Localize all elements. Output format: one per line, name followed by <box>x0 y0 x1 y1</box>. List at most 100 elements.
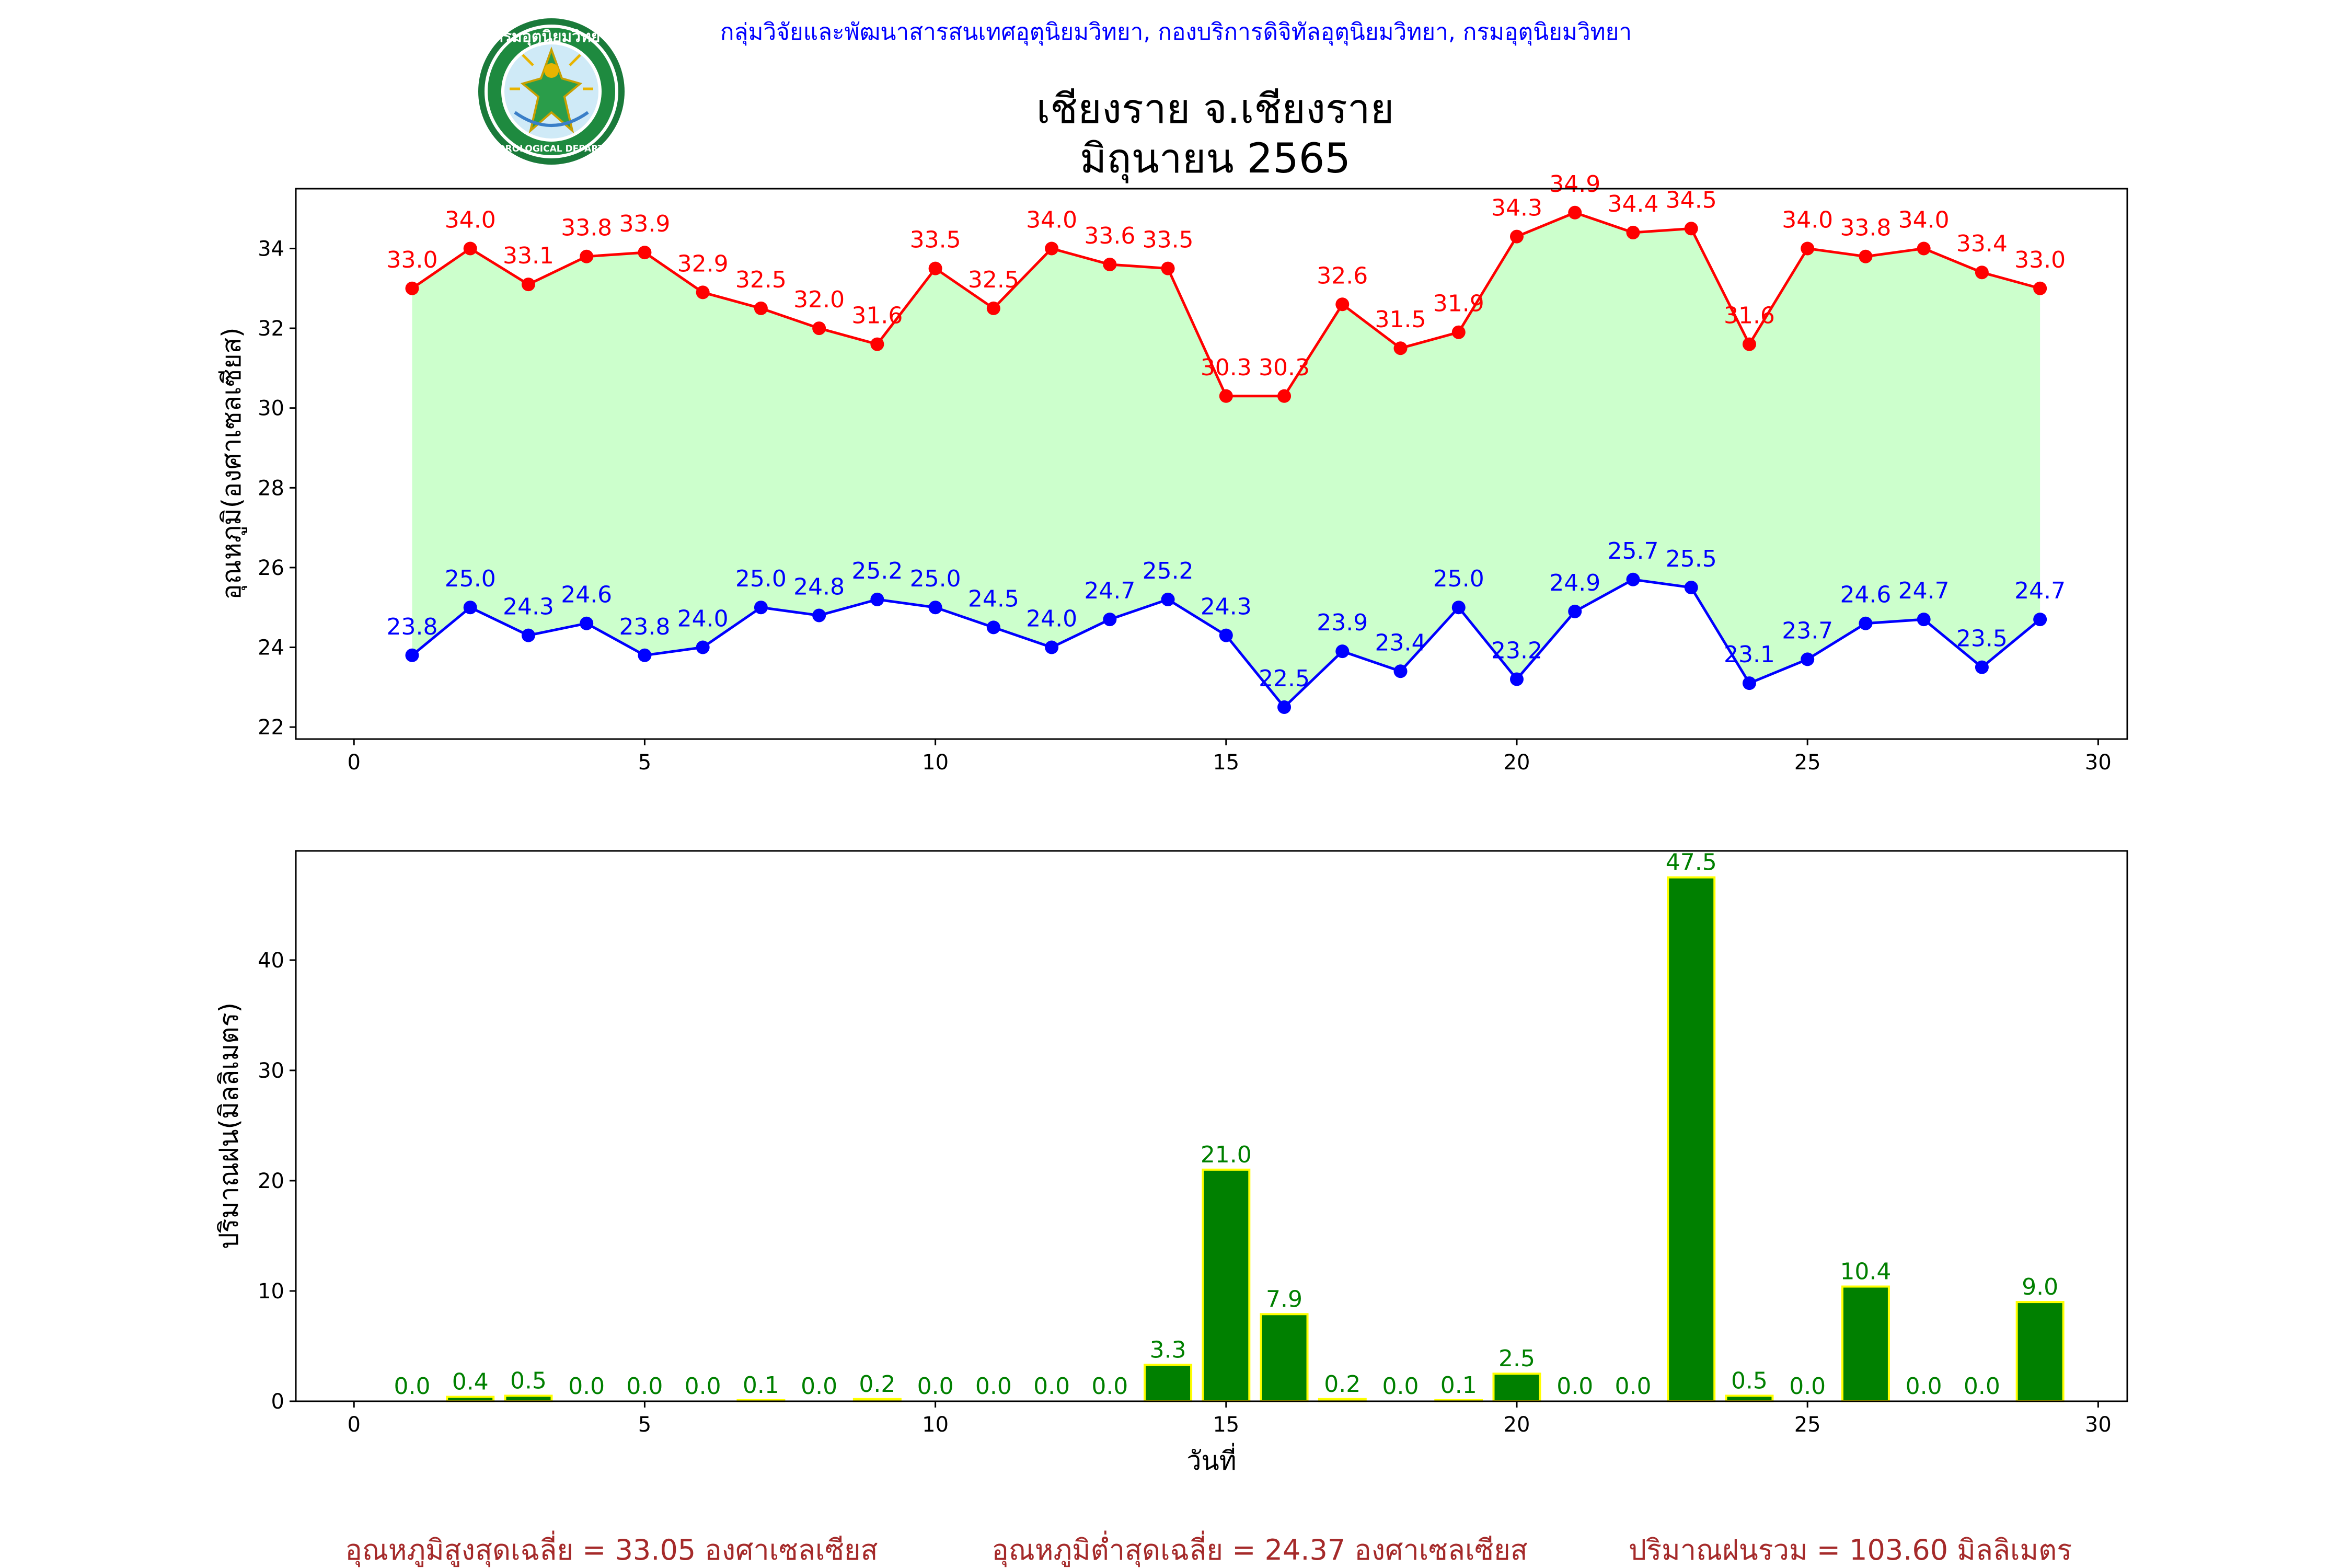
rainfall-value-label: 0.0 <box>685 1373 721 1400</box>
min-temperature-point <box>1626 572 1640 586</box>
max-temperature-point <box>1975 266 1989 280</box>
min-temperature-value-label: 24.3 <box>503 594 554 620</box>
min-temperature-value-label: 25.5 <box>1666 546 1717 572</box>
min-temperature-point <box>521 628 535 642</box>
min-temperature-value-label: 22.5 <box>1259 665 1310 692</box>
max-temperature-value-label: 33.8 <box>1840 215 1891 241</box>
max-temperature-value-label: 33.5 <box>1143 227 1194 253</box>
rainfall-value-label: 0.0 <box>1033 1373 1070 1400</box>
temperature-y-axis: 22 24 26 28 30 32 34 <box>258 237 296 740</box>
rainfall-bar <box>1667 876 1716 1402</box>
max-temperature-value-label: 34.5 <box>1666 187 1717 213</box>
max-temperature-value-label: 33.4 <box>1956 230 2008 257</box>
y-tick-label: 24 <box>258 636 284 660</box>
rainfall-value-label: 0.0 <box>1615 1373 1651 1400</box>
rainfall-bar <box>1202 1168 1251 1403</box>
max-temperature-value-label: 34.0 <box>1898 206 1950 233</box>
min-temperature-point <box>463 601 477 615</box>
y-tick-label: 10 <box>258 1279 284 1304</box>
min-temperature-point <box>1975 660 1989 674</box>
max-temperature-value-label: 34.0 <box>1782 206 1833 233</box>
min-temperature-point <box>1335 644 1350 659</box>
max-temperature-point <box>1451 325 1466 339</box>
min-temperature-point <box>1917 613 1931 627</box>
rainfall-value-label: 0.2 <box>1324 1371 1361 1398</box>
rainfall-value-label: 0.0 <box>1906 1373 1942 1400</box>
min-temperature-point <box>638 648 652 662</box>
y-tick-label: 0 <box>271 1390 284 1414</box>
y-tick-label: 34 <box>258 237 284 261</box>
min-temperature-series: 23.825.024.3 24.623.8 24.025.0 24.825.2 25.0… <box>386 538 2066 714</box>
max-temperature-value-label: 31.6 <box>851 303 903 329</box>
rainfall-value-label: 3.3 <box>1150 1336 1186 1363</box>
logo-thai-text: กรมอุตุนิยมวิทยา <box>494 28 609 47</box>
x-tick-label: 30 <box>2085 751 2112 775</box>
rainfall-value-label: 0.0 <box>1557 1373 1593 1400</box>
max-temperature-value-label: 31.6 <box>1724 303 1775 329</box>
max-temperature-value-label: 31.9 <box>1433 291 1484 317</box>
min-temperature-point <box>1742 676 1756 690</box>
rainfall-value-label: 0.0 <box>1382 1373 1419 1400</box>
rainfall-bar <box>1492 1373 1541 1402</box>
max-temperature-point <box>696 285 710 299</box>
min-temperature-value-label: 24.0 <box>1026 606 1077 632</box>
y-tick-label: 28 <box>258 476 284 500</box>
max-temperature-value-label: 33.5 <box>910 227 961 253</box>
max-temperature-point <box>754 301 768 315</box>
summary-rain-total: ปริมาณฝนรวม = 103.60 มิลลิเมตร <box>1629 1534 2072 1566</box>
max-temperature-point <box>1859 249 1873 263</box>
max-temperature-point <box>1335 297 1350 312</box>
max-temperature-point <box>870 337 884 351</box>
max-temperature-value-label: 32.9 <box>677 250 729 277</box>
chart-title-line1: เชียงราย จ.เชียงราย <box>1036 86 1394 133</box>
min-temperature-point <box>870 592 884 606</box>
x-tick-label: 10 <box>922 1413 949 1437</box>
max-temperature-point <box>1742 337 1756 351</box>
y-tick-label: 20 <box>258 1169 284 1193</box>
rainfall-value-label: 0.0 <box>1789 1373 1826 1400</box>
rainfall-plot-frame <box>295 850 2128 1402</box>
rainfall-value-label: 0.0 <box>975 1373 1012 1400</box>
rainfall-value-label: 0.1 <box>743 1372 779 1399</box>
max-temperature-point <box>1393 341 1408 355</box>
rainfall-value-label: 0.0 <box>1091 1373 1128 1400</box>
max-temperature-point <box>812 321 826 336</box>
min-temperature-point <box>1451 601 1466 615</box>
max-temperature-point <box>1626 225 1640 239</box>
max-temperature-value-label: 30.3 <box>1201 354 1252 381</box>
y-tick-label: 30 <box>258 1059 284 1083</box>
min-temperature-value-label: 23.1 <box>1724 641 1775 668</box>
temperature-range-fill <box>412 212 2040 707</box>
logo-english-text: METEOROLOGICAL DEPARTMENT <box>470 144 632 154</box>
y-tick-label: 40 <box>258 949 284 973</box>
max-temperature-point <box>1219 389 1233 403</box>
min-temperature-value-label: 23.8 <box>619 614 670 640</box>
rainfall-value-label: 0.0 <box>801 1373 837 1400</box>
max-temperature-point <box>463 241 477 256</box>
min-temperature-point <box>1510 672 1524 686</box>
rainfall-value-label: 21.0 <box>1201 1142 1252 1168</box>
rainfall-value-label: 0.1 <box>1440 1372 1477 1399</box>
rainfall-chart: 0.0 0.4 0.5 0.0 0.0 0.0 0.1 0.0 0.2 0.0 0.0 0.0 0.0 3… <box>214 849 2128 1476</box>
rainfall-value-label: 0.4 <box>452 1369 489 1396</box>
max-temperature-value-label: 34.3 <box>1491 195 1542 222</box>
rainfall-x-axis-label: วันที่ <box>1186 1443 1236 1476</box>
min-temperature-point <box>1277 700 1292 714</box>
max-temperature-point <box>1510 229 1524 244</box>
x-tick-label: 15 <box>1213 1413 1239 1437</box>
max-temperature-value-label: 32.5 <box>968 267 1019 293</box>
min-temperature-value-label: 23.4 <box>1375 629 1426 656</box>
rainfall-bar <box>1144 1364 1193 1403</box>
max-temperature-value-label: 33.6 <box>1084 223 1135 249</box>
max-temperature-point <box>2033 281 2047 295</box>
max-temperature-point <box>1917 241 1931 256</box>
rainfall-x-axis: 0 5 10 15 20 25 30 <box>348 1401 2112 1437</box>
rainfall-bars: 0.0 0.4 0.5 0.0 0.0 0.0 0.1 0.0 0.2 0.0 0.0 0.0 0.0 3… <box>394 849 2065 1403</box>
max-temperature-point <box>1045 241 1059 256</box>
min-temperature-point <box>1801 652 1815 666</box>
rainfall-value-label: 10.4 <box>1840 1259 1891 1285</box>
rainfall-value-label: 0.0 <box>568 1373 605 1400</box>
min-temperature-point <box>696 640 710 654</box>
max-temperature-point <box>1684 222 1698 236</box>
